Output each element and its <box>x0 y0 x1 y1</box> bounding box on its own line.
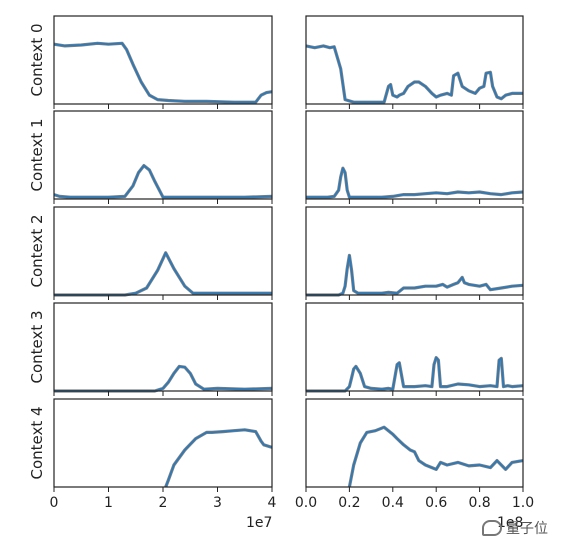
series-line-right-0 <box>305 45 523 104</box>
watermark-text: 量子位 <box>506 521 548 537</box>
series-line-right-4 <box>348 426 524 488</box>
axes-frame-right-1 <box>305 110 524 200</box>
x-tick-label-left-2: 2 <box>159 495 168 511</box>
row-label-2: Context 2 <box>28 214 46 287</box>
x-tick-label-left-3: 3 <box>213 495 222 511</box>
x-exponent-label-left: 1e7 <box>246 515 272 531</box>
axes-frame-right-4 <box>305 398 524 488</box>
series-line-left-2 <box>54 251 272 296</box>
x-tick-label-left-0: 0 <box>50 495 59 511</box>
series-shadow-right-4 <box>347 425 524 488</box>
series-line-left-4 <box>164 428 273 488</box>
series-line-right-2 <box>306 254 524 296</box>
x-tick-label-right-0: 0.0 <box>295 495 317 511</box>
row-label-4: Context 4 <box>28 406 46 479</box>
x-tick-label-left-1: 1 <box>104 495 113 511</box>
x-tick-label-left-4: 4 <box>268 495 277 511</box>
row-label-3: Context 3 <box>28 310 46 383</box>
series-shadow-left-4 <box>164 428 273 488</box>
x-exponent-label-right: 1e8 <box>497 515 523 531</box>
x-tick-label-right-4: 0.8 <box>468 495 490 511</box>
x-tick-label-right-2: 0.4 <box>382 495 404 511</box>
series-line-left-3 <box>54 365 273 392</box>
series-line-left-1 <box>53 164 273 199</box>
row-label-1: Context 1 <box>28 118 46 191</box>
series-line-right-1 <box>306 167 524 199</box>
series-shadow-left-0 <box>53 41 273 104</box>
row-label-0: Context 0 <box>28 23 46 96</box>
series-line-left-0 <box>53 42 273 104</box>
x-tick-label-right-1: 0.2 <box>338 495 360 511</box>
axes-frame-left-0 <box>53 15 273 105</box>
axes-frame-right-0 <box>305 15 524 105</box>
x-tick-label-right-3: 0.6 <box>425 495 447 511</box>
axes-frame-right-3 <box>305 302 524 392</box>
axes-frame-left-2 <box>53 206 273 296</box>
axes-frame-right-2 <box>305 206 524 296</box>
x-tick-label-right-5: 1.0 <box>512 495 534 511</box>
watermark: 量子位 <box>482 518 548 538</box>
chat-bubble-icon <box>482 520 502 536</box>
axes-frame-left-4 <box>53 398 273 488</box>
series-line-right-3 <box>306 356 524 392</box>
series-shadow-left-1 <box>53 164 273 199</box>
axes-frame-left-3 <box>53 302 273 392</box>
axes-frame-left-1 <box>53 110 273 200</box>
